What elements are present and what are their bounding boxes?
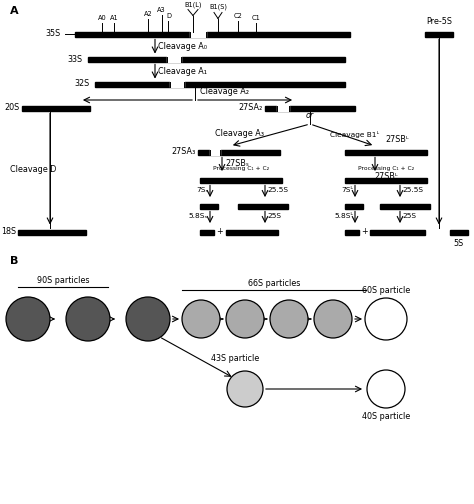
Circle shape	[66, 297, 110, 341]
Text: 32S: 32S	[75, 80, 90, 89]
Bar	[95, 82, 345, 87]
Text: 25S: 25S	[402, 213, 416, 219]
Bar	[200, 229, 214, 234]
Bar	[265, 105, 355, 110]
Text: 43S particle: 43S particle	[211, 354, 259, 363]
Circle shape	[367, 370, 405, 408]
Bar	[226, 229, 278, 234]
Text: Cleavage D: Cleavage D	[10, 165, 56, 174]
Text: 27SB: 27SB	[281, 316, 298, 322]
Text: Cleavage A₂: Cleavage A₂	[200, 87, 249, 96]
Text: A2: A2	[144, 12, 152, 18]
Text: 5.8Sᴸ: 5.8Sᴸ	[334, 213, 353, 219]
Text: 35S: 35S	[19, 314, 36, 324]
Text: 20S: 20S	[239, 386, 251, 392]
Text: 27SA₃: 27SA₃	[172, 148, 196, 157]
Bar	[345, 177, 427, 182]
Bar	[170, 81, 184, 87]
Text: Pre-5S: Pre-5S	[426, 17, 452, 26]
Circle shape	[226, 300, 264, 338]
Text: B: B	[10, 256, 18, 266]
Text: 27SBᴸ: 27SBᴸ	[374, 172, 398, 181]
Text: A0: A0	[98, 16, 106, 22]
Text: 40S particle: 40S particle	[362, 412, 410, 421]
Bar	[190, 31, 206, 37]
Text: 27SBₛ: 27SBₛ	[225, 158, 249, 167]
Text: 25S: 25S	[380, 311, 392, 317]
Text: 5.8S: 5.8S	[379, 317, 392, 322]
Text: Processing C₁ + C₂: Processing C₁ + C₂	[358, 166, 414, 171]
Text: 18S: 18S	[1, 227, 16, 236]
Text: 90S particles: 90S particles	[37, 276, 89, 285]
Bar	[88, 56, 345, 61]
Text: Processing C₁ + C₂: Processing C₁ + C₂	[213, 166, 269, 171]
Bar	[345, 229, 359, 234]
Text: 25.5S: 25.5S	[267, 187, 288, 193]
Bar	[345, 204, 363, 209]
Text: Cleavage A₀: Cleavage A₀	[158, 42, 207, 51]
Text: A1: A1	[109, 16, 118, 22]
Text: Cleavage A₃: Cleavage A₃	[215, 130, 264, 139]
Text: Cleavage B1ᴸ: Cleavage B1ᴸ	[330, 131, 379, 138]
Bar	[238, 204, 288, 209]
Text: 7S: 7S	[329, 322, 337, 327]
Text: 25S: 25S	[267, 213, 281, 219]
Text: or: or	[306, 111, 314, 120]
Circle shape	[126, 297, 170, 341]
Bar	[200, 177, 282, 182]
Text: D: D	[166, 14, 172, 20]
Text: 35S: 35S	[46, 30, 61, 38]
Text: A: A	[10, 6, 18, 16]
Text: +: +	[361, 227, 368, 236]
Text: 7Sᴸ: 7Sᴸ	[341, 187, 353, 193]
Text: B1(L): B1(L)	[184, 1, 202, 8]
Text: 66S particles: 66S particles	[248, 279, 300, 288]
Text: B1(S): B1(S)	[209, 4, 227, 11]
Bar	[345, 150, 427, 155]
Text: 27SA₂: 27SA₂	[239, 103, 263, 112]
Bar	[75, 31, 350, 36]
Bar	[370, 229, 425, 234]
Circle shape	[182, 300, 220, 338]
Circle shape	[314, 300, 352, 338]
Circle shape	[365, 298, 407, 340]
Text: 25.5S: 25.5S	[324, 311, 342, 317]
Text: 33S: 33S	[68, 54, 83, 64]
Text: A3: A3	[157, 8, 165, 14]
Text: 5.8Sₛ: 5.8Sₛ	[189, 213, 208, 219]
Text: 20S: 20S	[5, 103, 20, 112]
Bar	[425, 31, 453, 36]
Text: 27SA₂: 27SA₂	[191, 316, 211, 322]
Text: +: +	[216, 227, 223, 236]
Bar	[277, 105, 289, 111]
Bar	[200, 204, 218, 209]
Text: 27SBᴸ: 27SBᴸ	[385, 135, 409, 144]
Text: C1: C1	[252, 16, 260, 22]
Text: 32S: 32S	[139, 314, 156, 324]
Text: 25.5S: 25.5S	[402, 187, 423, 193]
Bar	[198, 150, 280, 155]
Text: C2: C2	[234, 14, 242, 20]
Bar	[167, 56, 181, 62]
Bar	[380, 204, 430, 209]
Circle shape	[227, 371, 263, 407]
Circle shape	[270, 300, 308, 338]
Text: 5S: 5S	[454, 239, 464, 248]
Text: 5S: 5S	[382, 323, 390, 328]
Text: 27SA₃: 27SA₃	[235, 316, 255, 322]
Circle shape	[6, 297, 50, 341]
Text: 18S: 18S	[380, 386, 392, 392]
Bar	[18, 229, 86, 234]
Text: 60S particle: 60S particle	[362, 286, 410, 295]
Bar	[210, 149, 220, 155]
Bar	[22, 105, 90, 110]
Text: 33S: 33S	[80, 314, 96, 324]
Text: 7Sₛ: 7Sₛ	[196, 187, 208, 193]
Bar	[450, 229, 468, 234]
Text: Cleavage A₁: Cleavage A₁	[158, 67, 207, 76]
